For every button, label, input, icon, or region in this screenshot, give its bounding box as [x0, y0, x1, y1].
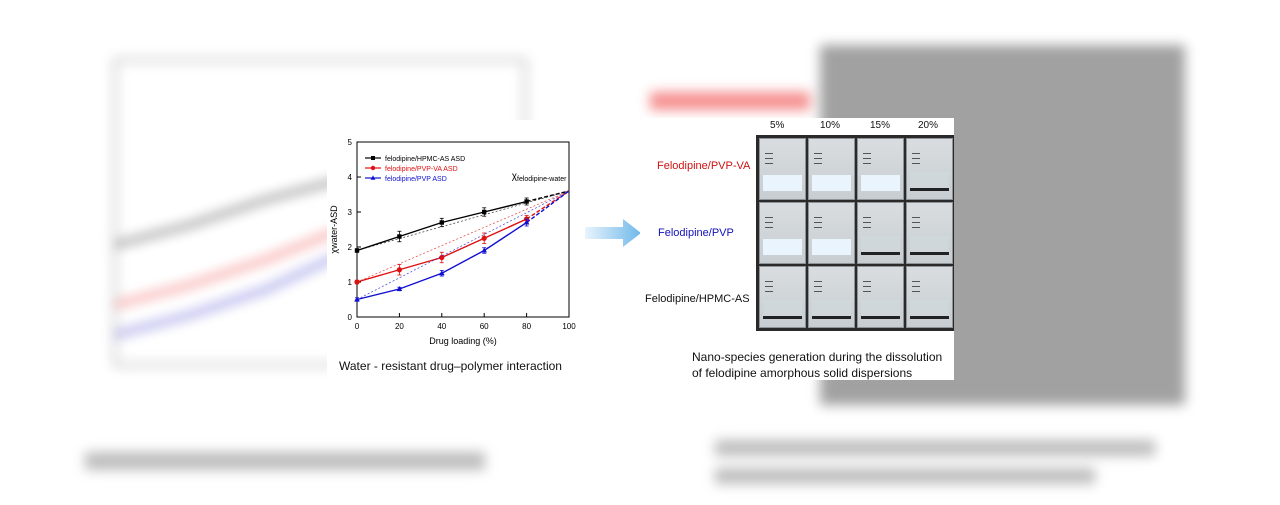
chi-felodipine-water-annotation: χfelodipine-water [512, 171, 567, 183]
ideal-line-0 [356, 190, 570, 251]
point-0-2 [439, 220, 444, 225]
beaker-solution-2-2 [861, 300, 900, 319]
point-0-1 [397, 234, 402, 239]
plot-frame [356, 141, 570, 318]
photo-caption-line-1: Nano-species generation during the disso… [692, 350, 943, 364]
x-tick-label-1: 20 [395, 322, 404, 331]
y-tick-label-4: 4 [348, 173, 353, 182]
column-label-3: 20% [918, 120, 939, 131]
ideal-line-2 [356, 190, 570, 300]
legend-label-2: felodipine/PVP ASD [385, 176, 447, 183]
legend-marker-2 [370, 175, 376, 180]
point-2-2 [439, 270, 445, 276]
point-1-2 [439, 254, 445, 261]
beaker-0-3 [906, 138, 953, 200]
row-label-1: Felodipine/PVP [658, 227, 734, 239]
y-tick-label-3: 3 [348, 208, 353, 217]
chart-caption: Water - resistant drug–polymer interacti… [339, 359, 562, 373]
chi-annotation-subscript: felodipine-water [517, 176, 567, 183]
beaker-graduation-0-1 [814, 153, 822, 154]
beaker-solution-1-1 [812, 239, 851, 255]
beaker-2-1 [808, 266, 855, 328]
beaker-graduation-2-2 [863, 281, 871, 282]
y-axis-label: χwater-ASD [329, 205, 339, 254]
x-tick-label-4: 80 [522, 322, 531, 331]
ideal-line-1 [356, 190, 570, 283]
point-0-0 [354, 248, 360, 253]
point-1-0 [354, 279, 360, 285]
point-2-1 [396, 286, 403, 291]
point-0-4 [524, 199, 529, 204]
legend-marker-1 [370, 165, 376, 171]
beaker-2-0 [759, 266, 806, 328]
beaker-1-1 [808, 202, 855, 264]
beaker-solution-2-0 [763, 300, 802, 319]
beaker-graduation-2-1 [814, 281, 822, 282]
beaker-graduation-0-0 [765, 153, 773, 154]
photo-caption-line-2: of felodipine amorphous solid dispersion… [692, 366, 913, 380]
beaker-0-0 [759, 138, 806, 200]
beaker-1-2 [857, 202, 904, 264]
point-2-0 [354, 296, 360, 302]
beaker-solution-0-1 [812, 175, 851, 191]
beaker-solution-0-0 [763, 175, 802, 191]
beaker-solution-1-2 [861, 236, 900, 255]
chart-panel: 0 20 40 60 80 100 0 1 2 3 4 5 Drug loading (%) χwater… [327, 120, 583, 378]
y-tick-label-5: 5 [348, 138, 353, 147]
right-arrow-icon [585, 219, 641, 247]
dissolution-photo-panel: 5% 10% 15% 20% Felodipine/PVP-VA Felodipine/… [640, 118, 954, 380]
point-1-1 [396, 267, 402, 273]
column-label-2: 15% [870, 120, 891, 131]
column-label-0: 5% [770, 120, 785, 131]
x-tick-label-0: 0 [355, 322, 360, 331]
beaker-graduation-0-2 [863, 153, 871, 154]
beaker-solution-0-3 [910, 172, 949, 191]
beaker-graduation-1-1 [814, 217, 822, 218]
row-label-0: Felodipine/PVP-VA [657, 160, 751, 172]
x-tick-label-5: 100 [562, 322, 576, 331]
legend-label-0: felodipine/HPMC-AS ASD [385, 156, 465, 163]
beaker-graduation-2-0 [765, 281, 773, 282]
column-label-1: 10% [820, 120, 841, 131]
beaker-graduation-0-3 [912, 153, 920, 154]
beaker-solution-1-3 [910, 236, 949, 255]
x-tick-label-3: 60 [480, 322, 489, 331]
point-2-4 [523, 219, 530, 225]
y-tick-label-1: 1 [348, 278, 353, 287]
extension-line-2 [526, 190, 570, 224]
beaker-solution-2-3 [910, 300, 949, 319]
beaker-2-3 [906, 266, 953, 328]
beaker-graduation-1-3 [912, 217, 920, 218]
beaker-solution-1-0 [763, 239, 802, 255]
chi-vs-loading-chart: 0 20 40 60 80 100 0 1 2 3 4 5 Drug loading (%) χwater… [329, 138, 576, 346]
extension-line-0 [526, 190, 570, 203]
legend-marker-0 [371, 156, 375, 160]
beaker-graduation-1-0 [765, 217, 773, 218]
point-2-3 [481, 247, 487, 253]
point-0-3 [482, 209, 487, 215]
beaker-1-3 [906, 202, 953, 264]
beaker-0-2 [857, 138, 904, 200]
y-tick-label-0: 0 [348, 313, 353, 322]
beaker-1-0 [759, 202, 806, 264]
beaker-graduation-2-3 [912, 281, 920, 282]
x-axis-label: Drug loading (%) [429, 336, 497, 346]
beaker-0-1 [808, 138, 855, 200]
beaker-solution-0-2 [861, 175, 900, 191]
beaker-solution-2-1 [812, 300, 851, 319]
beaker-2-2 [857, 266, 904, 328]
row-label-2: Felodipine/HPMC-AS [645, 293, 750, 305]
beaker-photo [756, 135, 954, 331]
y-tick-label-2: 2 [348, 243, 353, 252]
point-1-3 [481, 235, 487, 241]
x-tick-label-2: 40 [437, 322, 446, 331]
beaker-graduation-1-2 [863, 217, 871, 218]
legend-label-1: felodipine/PVP-VA ASD [385, 166, 458, 173]
